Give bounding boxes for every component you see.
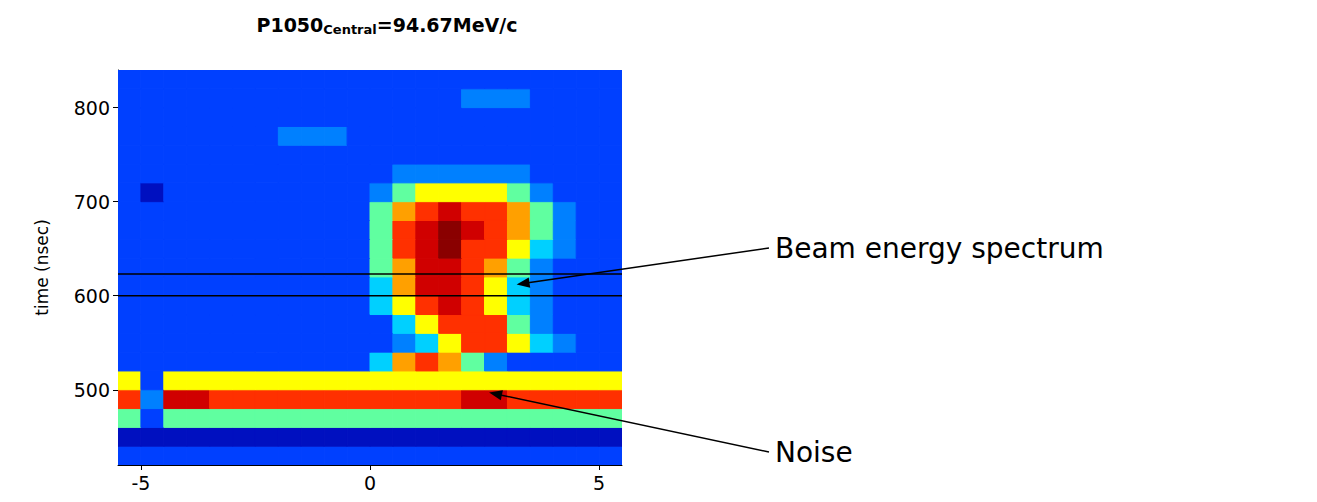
svg-text:5: 5 bbox=[593, 472, 605, 494]
svg-text:Beam energy spectrum: Beam energy spectrum bbox=[775, 232, 1104, 265]
svg-text:time (nsec): time (nsec) bbox=[32, 219, 52, 316]
svg-text:0: 0 bbox=[364, 472, 376, 494]
svg-text:500: 500 bbox=[74, 379, 110, 401]
svg-text:=94.67MeV/c: =94.67MeV/c bbox=[377, 14, 518, 36]
svg-text:700: 700 bbox=[74, 191, 110, 213]
svg-text:Central: Central bbox=[323, 22, 376, 37]
svg-text:Noise: Noise bbox=[775, 436, 853, 469]
svg-text:-5: -5 bbox=[131, 472, 150, 494]
svg-text:600: 600 bbox=[74, 285, 110, 307]
svg-text:800: 800 bbox=[74, 97, 110, 119]
svg-text:P1050: P1050 bbox=[257, 14, 324, 36]
